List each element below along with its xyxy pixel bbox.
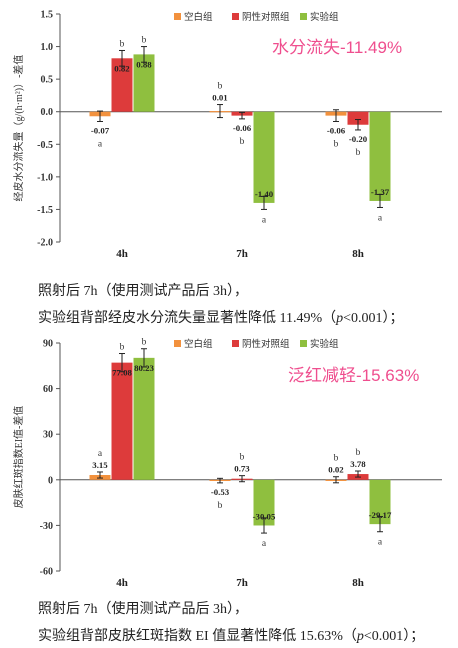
- tewl-data-label: -0.07: [91, 125, 110, 135]
- tewl-bar: [253, 111, 275, 203]
- erythema-y-axis-label: 皮肤红斑指数EI值-差值: [12, 406, 25, 509]
- chart-erythema: 空白组 阴性对照组 实验组 90 60 30 0 -30 -60 皮肤红斑指数EI值-差值 4h 7h…: [0, 333, 458, 588]
- tewl-legend-swatch: [174, 13, 181, 20]
- tewl-data-label: -1.40: [255, 189, 274, 199]
- erythema-caption-text: 实验组背部皮肤红斑指数 EI 值显著性降低 15.63%（: [38, 629, 357, 644]
- erythema-legend-label: 空白组: [184, 338, 213, 350]
- erythema-data-label: -0.53: [211, 487, 230, 497]
- erythema-caption-line1: 照射后 7h（使用测试产品后 3h），: [38, 602, 248, 617]
- tewl-legend-label: 实验组: [310, 11, 339, 23]
- tewl-caption-p: p: [336, 311, 344, 326]
- tewl-y-tick-label: -1.5: [37, 205, 53, 216]
- tewl-y-tick-label: 1.5: [41, 10, 54, 21]
- tewl-significance-letter: a: [378, 213, 383, 223]
- erythema-significance-letter: b: [356, 448, 361, 458]
- erythema-significance-letter: b: [240, 453, 245, 463]
- tewl-x-tick-label: 7h: [236, 248, 248, 260]
- tewl-y-tick-label: -2.0: [37, 238, 53, 249]
- erythema-y-tick-label: 30: [43, 430, 53, 441]
- erythema-significance-letter: b: [120, 343, 125, 353]
- tewl-data-label: 0.01: [212, 93, 227, 103]
- erythema-highlight-annotation: 泛红减轻-15.63%: [288, 366, 420, 385]
- tewl-significance-letter: a: [98, 139, 103, 149]
- erythema-significance-letter: b: [218, 501, 223, 511]
- erythema-caption-tail: <0.001）；: [363, 629, 425, 644]
- erythema-significance-letter: a: [378, 538, 383, 548]
- erythema-y-tick-label: 60: [43, 384, 53, 395]
- tewl-caption-line1: 照射后 7h（使用测试产品后 3h），: [38, 284, 248, 299]
- erythema-data-label: 0.02: [328, 465, 344, 475]
- tewl-caption-line2: 实验组背部经皮水分流失量显著性降低 11.49%（p<0.001）；: [38, 307, 404, 327]
- tewl-significance-letter: b: [356, 148, 361, 158]
- erythema-x-tick-label: 8h: [352, 577, 364, 588]
- tewl-data-label: 0.88: [136, 59, 152, 69]
- erythema-legend-swatch: [300, 340, 307, 347]
- erythema-data-label: 80.23: [134, 363, 154, 373]
- tewl-data-label: -1.37: [371, 187, 390, 197]
- tewl-data-label: -0.20: [349, 134, 368, 144]
- erythema-significance-letter: b: [334, 454, 339, 464]
- tewl-x-tick-label: 8h: [352, 248, 364, 260]
- erythema-significance-letter: a: [98, 449, 103, 459]
- tewl-y-tick-label: -1.0: [37, 172, 53, 183]
- erythema-bar: [111, 362, 133, 480]
- erythema-bar: [133, 357, 155, 480]
- tewl-data-label: 0.82: [114, 63, 130, 73]
- chart-erythema-svg: 空白组 阴性对照组 实验组 90 60 30 0 -30 -60 皮肤红斑指数EI值-差值 4h 7h…: [12, 338, 442, 588]
- tewl-x-tick-label: 4h: [116, 248, 128, 260]
- erythema-y-tick-label: 90: [43, 339, 53, 350]
- erythema-y-tick-label: -30: [40, 521, 53, 532]
- erythema-legend-label: 实验组: [310, 338, 339, 350]
- erythema-x-tick-label: 4h: [116, 577, 128, 588]
- tewl-legend-swatch: [300, 13, 307, 20]
- erythema-y-tick-label: 0: [48, 475, 53, 486]
- tewl-y-axis-label: 经皮水分流失量（g/(h·m²)）-差值: [12, 55, 25, 202]
- tewl-bar: [347, 111, 369, 125]
- tewl-highlight-annotation: 水分流失-11.49%: [272, 38, 403, 57]
- erythema-legend-swatch: [232, 340, 239, 347]
- tewl-data-label: -0.06: [233, 123, 252, 133]
- erythema-legend-swatch: [174, 340, 181, 347]
- tewl-significance-letter: b: [120, 39, 125, 49]
- tewl-caption-tail: <0.001）；: [343, 311, 404, 326]
- tewl-legend-label: 阴性对照组: [242, 11, 290, 23]
- erythema-data-label: -29.17: [369, 510, 392, 520]
- chart-tewl: 空白组 阴性对照组 实验组 1.5 1.0 0.5 0.0 -0.5 -1.0 -1.5 -2.0 经…: [0, 0, 458, 268]
- erythema-data-label: 77.08: [112, 368, 132, 378]
- erythema-y-tick-label: -60: [40, 567, 53, 578]
- tewl-bar: [369, 111, 391, 201]
- tewl-bar: [133, 54, 155, 112]
- erythema-data-label: 3.78: [350, 459, 366, 469]
- erythema-significance-letter: a: [262, 539, 267, 549]
- erythema-caption-line2: 实验组背部皮肤红斑指数 EI 值显著性降低 15.63%（p<0.001）；: [38, 625, 424, 645]
- tewl-significance-letter: b: [334, 139, 339, 149]
- tewl-legend-label: 空白组: [184, 11, 213, 23]
- tewl-significance-letter: b: [142, 36, 147, 46]
- tewl-legend-swatch: [232, 13, 239, 20]
- erythema-bar: [369, 479, 391, 525]
- tewl-y-tick-label: -0.5: [37, 140, 53, 151]
- erythema-significance-letter: b: [142, 338, 147, 348]
- erythema-x-tick-label: 7h: [236, 577, 248, 588]
- tewl-y-tick-label: 0.5: [41, 75, 54, 86]
- tewl-significance-letter: b: [240, 137, 245, 147]
- erythema-bar: [253, 479, 275, 526]
- tewl-y-tick-label: 1.0: [41, 42, 54, 53]
- chart-tewl-svg: 空白组 阴性对照组 实验组 1.5 1.0 0.5 0.0 -0.5 -1.0 -1.5 -2.0 经…: [12, 10, 442, 260]
- erythema-caption-p: p: [356, 629, 364, 644]
- tewl-data-label: -0.06: [327, 125, 346, 135]
- erythema-data-label: -30.05: [253, 511, 276, 521]
- tewl-caption-text: 实验组背部经皮水分流失量显著性降低 11.49%（: [38, 311, 337, 326]
- erythema-data-label: 0.73: [234, 464, 250, 474]
- tewl-bar: [111, 58, 133, 112]
- tewl-y-tick-label: 0.0: [41, 107, 54, 118]
- tewl-significance-letter: a: [262, 215, 267, 225]
- tewl-significance-letter: b: [218, 82, 223, 92]
- erythema-legend-label: 阴性对照组: [242, 338, 290, 350]
- erythema-data-label: 3.15: [92, 460, 108, 470]
